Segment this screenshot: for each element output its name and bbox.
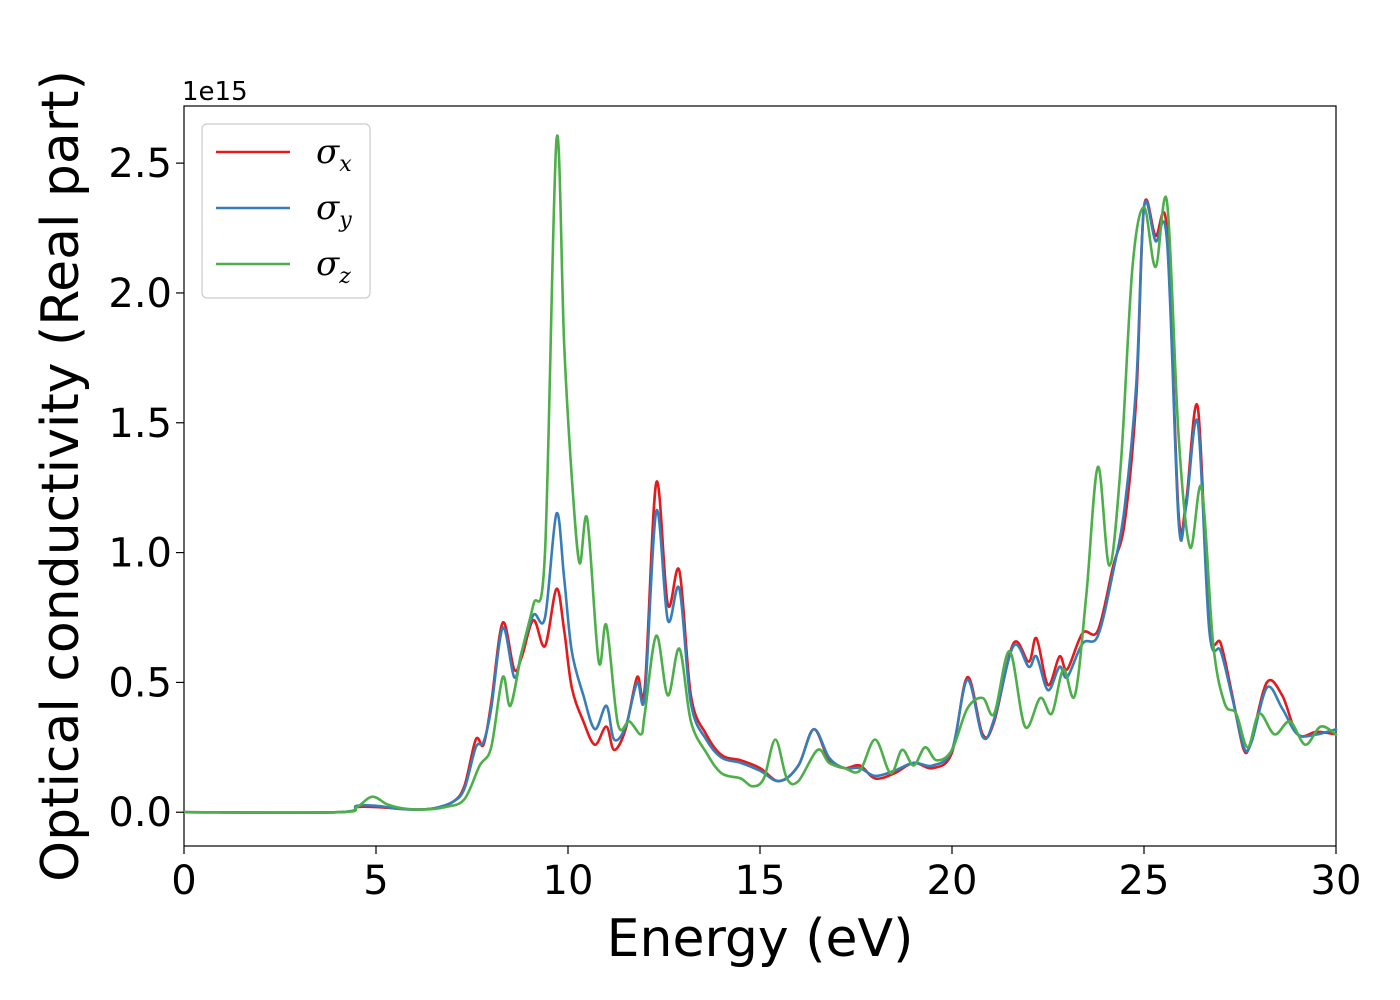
series-line-y (182, 199, 1338, 814)
y-tick-label: 2.5 (108, 141, 172, 187)
y-tick-label: 1.5 (108, 401, 172, 447)
y-tick-label: 0.5 (108, 660, 172, 706)
y-axis-ticks: 0.0 0.5 1.0 1.5 2.0 2.5 (108, 141, 184, 836)
x-tick-label: 25 (1119, 858, 1170, 904)
x-axis-title: Energy (eV) (607, 909, 914, 969)
x-tick-label: 0 (171, 858, 196, 904)
series-line-z (182, 134, 1338, 814)
y-tick-label: 1.0 (108, 531, 172, 577)
y-tick-label: 0.0 (108, 790, 172, 836)
y-axis-offset-text: 1e15 (182, 77, 248, 107)
x-tick-label: 15 (735, 858, 786, 904)
x-tick-label: 5 (363, 858, 388, 904)
y-axis-title: Optical conductivity (Real part) (31, 70, 91, 882)
x-tick-label: 20 (927, 858, 978, 904)
x-tick-label: 10 (543, 858, 594, 904)
x-tick-label: 30 (1311, 858, 1362, 904)
y-tick-label: 2.0 (108, 271, 172, 317)
legend-box (201, 123, 371, 299)
x-axis-ticks: 0 5 10 15 20 25 30 (171, 846, 1361, 904)
series-group (182, 134, 1338, 814)
